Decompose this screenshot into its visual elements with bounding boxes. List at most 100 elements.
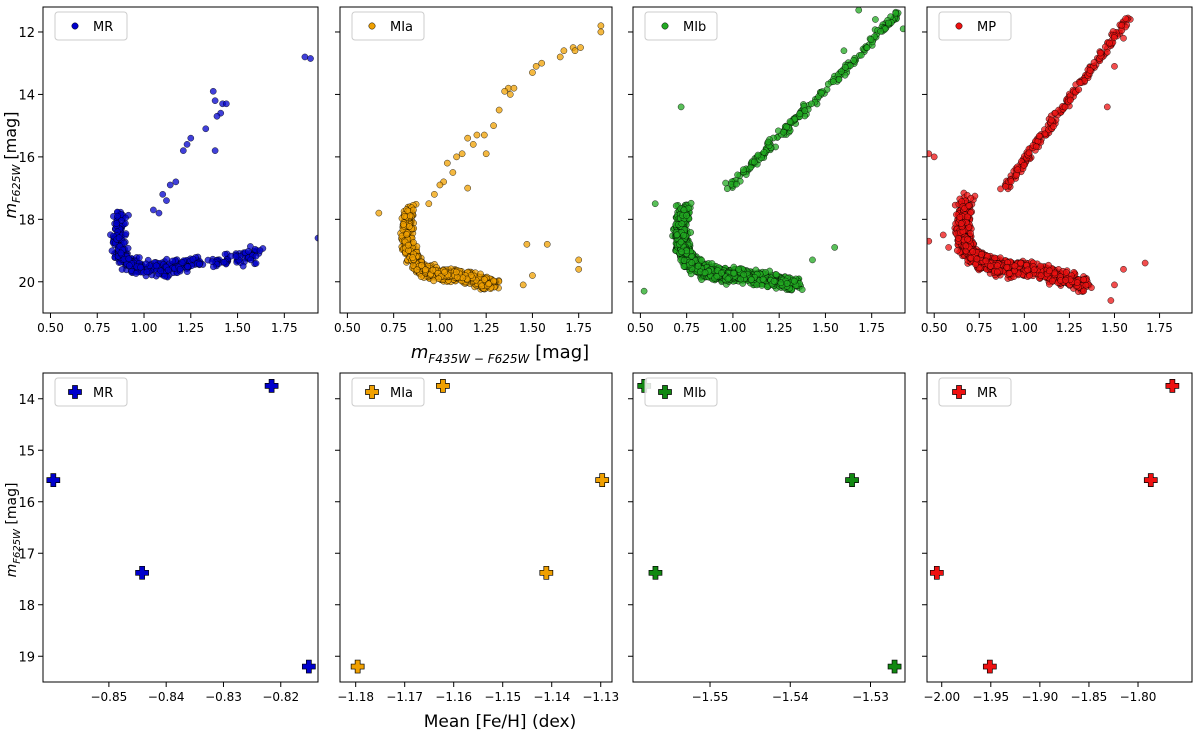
axes-frame: [632, 6, 906, 314]
x-tick-label: 1.50: [224, 321, 251, 335]
data-point: [409, 254, 417, 261]
data-point-22: [453, 153, 460, 161]
data-point-12: [179, 147, 187, 154]
legend-label: MR: [93, 386, 113, 401]
x-tick-label: 1.25: [177, 321, 204, 335]
x-tick-label: 1.00: [427, 321, 454, 335]
y-tick-label: 14: [18, 88, 35, 103]
data-point-5: [809, 256, 816, 264]
data-point-2: [930, 153, 938, 161]
data-point: [798, 286, 806, 293]
data-point: [1003, 264, 1011, 271]
data-point: [176, 265, 184, 273]
bottom-y-axis-label-unit: [mag]: [4, 483, 20, 529]
legend-marker: [368, 22, 376, 30]
data-point: [987, 262, 994, 270]
data-point: [783, 280, 791, 287]
data-point-4: [350, 659, 365, 674]
data-point: [1110, 34, 1118, 41]
data-point: [877, 27, 884, 35]
x-tick-label: −1.13: [582, 690, 619, 704]
legend-box: [938, 377, 1012, 407]
data-point: [694, 262, 702, 270]
x-tick-label: −0.84: [148, 690, 185, 704]
panel-fe-mib: −1.55 −1.54 −1.53 MIb: [628, 372, 906, 704]
x-tick-label: −1.90: [1021, 690, 1058, 704]
panel-fe-mia: −1.18 −1.17 −1.16 −1.15 −1.14 −1.13 MIa: [335, 372, 619, 704]
bottom-y-axis-label-sub: F625W: [12, 528, 23, 564]
data-point: [835, 76, 843, 83]
data-point: [1048, 116, 1055, 124]
data-point-3: [640, 287, 648, 295]
data-point-30: [464, 184, 472, 192]
data-point: [1030, 266, 1038, 274]
data-point-3: [209, 87, 217, 95]
data-point: [1014, 166, 1022, 174]
data-point: [401, 212, 409, 220]
data-point: [683, 212, 690, 219]
data-point-1: [436, 379, 450, 393]
data-point-2: [651, 200, 659, 208]
x-tick-label: −1.55: [692, 690, 729, 704]
data-point: [857, 51, 865, 59]
data-point-9: [899, 25, 905, 33]
data-point-14: [166, 181, 174, 189]
data-point-13: [211, 147, 219, 154]
data-point: [739, 166, 747, 174]
y-tick-label: 12: [18, 26, 35, 41]
x-tick-label: 0.50: [627, 321, 654, 335]
data-point: [1037, 272, 1045, 280]
panel-cmd-mr: 0.50 0.75 1.00 1.25 1.50 1.75 12 14 16 18 20 MR: [18, 6, 319, 335]
data-point-8: [1111, 281, 1118, 289]
data-point: [994, 262, 1001, 270]
x-tick-label: −1.18: [337, 690, 374, 704]
bottom-y-axis-label-main: m: [4, 564, 20, 578]
x-tick-label: −1.53: [852, 690, 889, 704]
plot-area-cmd-mia: [375, 22, 605, 293]
legend: MR: [54, 11, 128, 41]
top-x-axis-label-main: m: [411, 342, 429, 363]
top-y-axis-label-main: m: [1, 203, 20, 219]
data-point-22: [239, 262, 247, 270]
data-point-8: [892, 9, 900, 17]
data-point-6: [840, 47, 848, 55]
x-tick-label: 1.75: [1146, 321, 1173, 335]
data-point: [759, 275, 767, 283]
data-point-23: [256, 247, 264, 254]
x-tick-label: −2.00: [923, 690, 960, 704]
data-point: [1080, 287, 1088, 295]
legend: MR: [54, 377, 128, 407]
data-point: [850, 56, 857, 64]
data-point: [680, 231, 688, 239]
data-point-10: [1103, 103, 1111, 111]
legend: MR: [938, 377, 1012, 407]
data-point-10: [529, 69, 536, 76]
data-point: [718, 269, 725, 277]
data-point: [178, 259, 186, 266]
data-point-11: [1111, 62, 1118, 70]
data-point: [1062, 269, 1070, 276]
data-point: [838, 68, 845, 75]
data-point-4: [831, 244, 839, 251]
data-point: [723, 185, 731, 193]
x-tick-label: −1.54: [772, 690, 809, 704]
data-point: [164, 266, 172, 274]
data-point-14: [506, 91, 514, 98]
data-point: [701, 269, 709, 277]
data-point: [1062, 276, 1070, 284]
data-point: [196, 260, 203, 268]
data-point: [481, 276, 488, 283]
data-point: [818, 89, 825, 97]
data-point: [750, 158, 758, 166]
plot-area-fe-mr: [46, 379, 316, 674]
data-point: [430, 277, 438, 285]
data-point: [137, 264, 144, 271]
data-point-10: [855, 7, 863, 14]
data-point: [208, 258, 216, 266]
data-point: [733, 180, 740, 188]
panel-cmd-mib: 0.50 0.75 1.00 1.25 1.50 1.75 MIb: [627, 6, 906, 335]
data-point-7: [1120, 265, 1127, 273]
legend-marker: [365, 385, 379, 399]
x-tick-label: −1.16: [435, 690, 472, 704]
data-point-1: [677, 103, 685, 111]
